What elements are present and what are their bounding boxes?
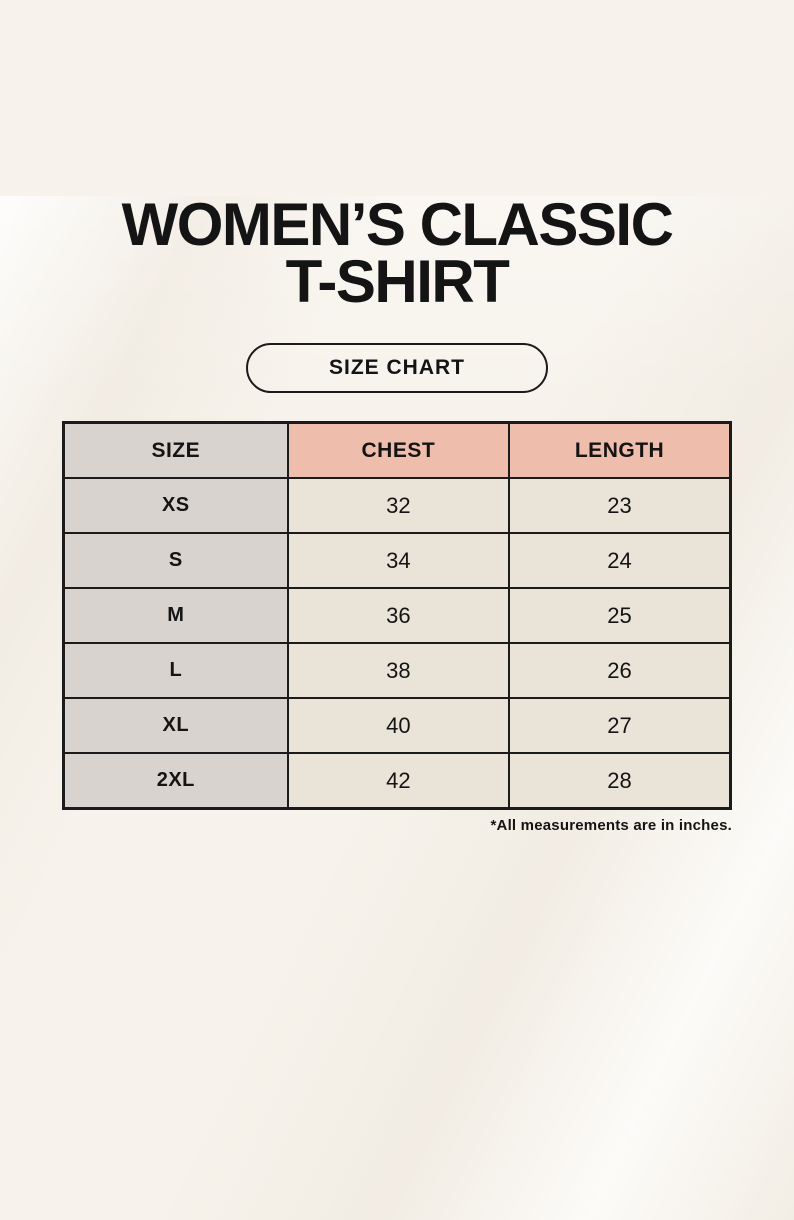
chest-value: 36 xyxy=(286,587,511,644)
length-value: 28 xyxy=(508,752,732,810)
size-chart-table: SIZE CHEST LENGTH XS 32 23 S 34 24 M xyxy=(62,421,732,810)
chest-value: 38 xyxy=(286,642,511,699)
size-chart-table-container: SIZE CHEST LENGTH XS 32 23 S 34 24 M xyxy=(62,421,732,810)
length-value: 26 xyxy=(508,642,732,699)
size-label: S xyxy=(62,532,289,589)
page-title: WOMEN’S CLASSIC T-SHIRT xyxy=(0,191,794,315)
table-row-m: M 36 25 xyxy=(62,587,732,644)
table-row-l: L 38 26 xyxy=(62,642,732,699)
size-label: M xyxy=(62,587,289,644)
header-cell-length: LENGTH xyxy=(508,421,732,479)
length-value: 25 xyxy=(508,587,732,644)
size-label: XS xyxy=(62,477,289,534)
chest-value: 40 xyxy=(286,697,511,754)
length-value: 23 xyxy=(508,477,732,534)
header-cell-size: SIZE xyxy=(62,421,289,479)
table-header-row: SIZE CHEST LENGTH xyxy=(62,421,732,479)
table-row-2xl: 2XL 42 28 xyxy=(62,752,732,810)
chest-value: 32 xyxy=(286,477,511,534)
size-chart-badge: SIZE CHART xyxy=(246,343,548,393)
size-chart-poster: WOMEN’S CLASSIC T-SHIRT SIZE CHART SIZE … xyxy=(0,191,794,834)
header-cell-chest: CHEST xyxy=(286,421,511,479)
size-label: XL xyxy=(62,697,289,754)
page-title-line-1: WOMEN’S CLASSIC xyxy=(121,191,674,258)
size-label: 2XL xyxy=(62,752,289,810)
length-value: 24 xyxy=(508,532,732,589)
size-label: L xyxy=(62,642,289,699)
length-value: 27 xyxy=(508,697,732,754)
table-row-s: S 34 24 xyxy=(62,532,732,589)
chest-value: 34 xyxy=(286,532,511,589)
size-chart-badge-label: SIZE CHART xyxy=(329,356,465,379)
table-row-xl: XL 40 27 xyxy=(62,697,732,754)
page-title-line-2: T-SHIRT xyxy=(285,248,510,315)
table-row-xs: XS 32 23 xyxy=(62,477,732,534)
chest-value: 42 xyxy=(286,752,511,810)
measurements-footnote: *All measurements are in inches. xyxy=(490,817,732,834)
